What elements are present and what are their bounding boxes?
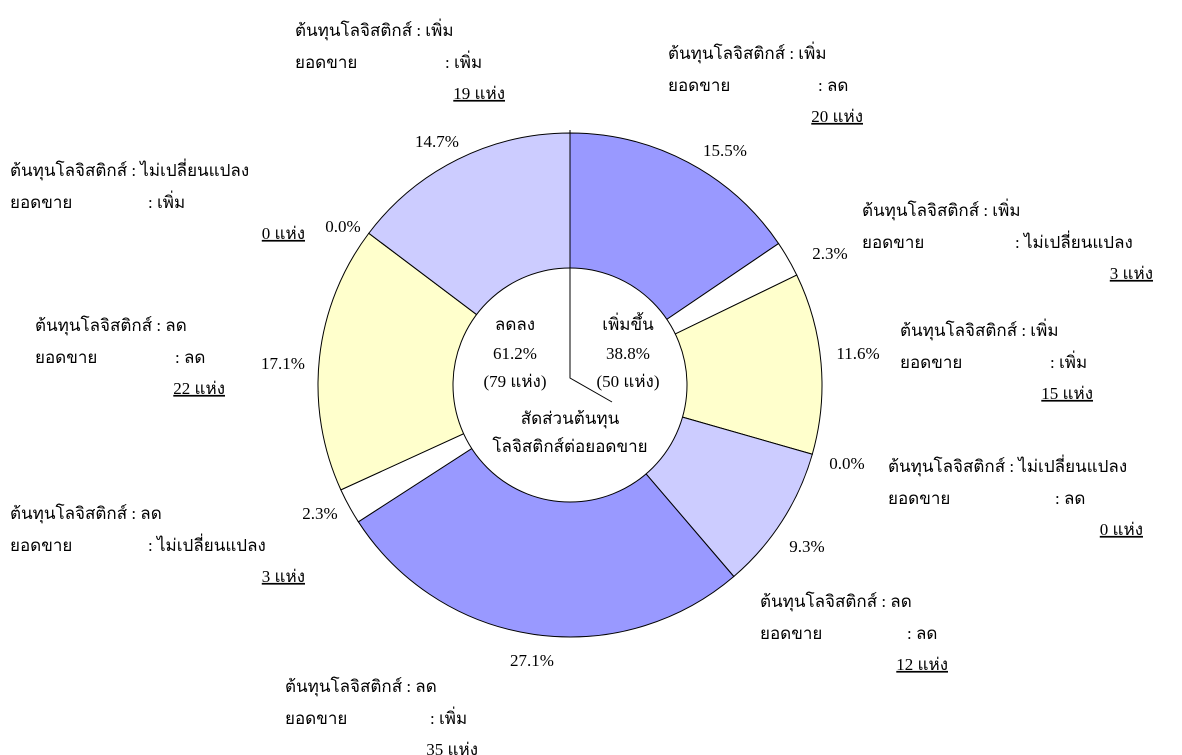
slice-label-cost: ต้นทุนโลจิสติกส์ : เพิ่ม bbox=[295, 18, 454, 41]
slice-label-sales-key: ยอดขาย bbox=[862, 233, 924, 252]
value-label: 11.6% bbox=[836, 344, 879, 363]
slice bbox=[568, 274, 823, 455]
center-label: เพิ่มขึ้น bbox=[602, 312, 654, 334]
slice-label-sales-key: ยอดขาย bbox=[35, 348, 97, 367]
value-label: 27.1% bbox=[510, 651, 554, 670]
slice-label-cost: ต้นทุนโลจิสติกส์ : เพิ่ม bbox=[668, 41, 827, 64]
slice-label-sales-key: ยอดขาย bbox=[10, 193, 72, 212]
value-label: 0.0% bbox=[325, 217, 360, 236]
slice-label-count: 19 แห่ง bbox=[453, 84, 505, 103]
slice-label-count: 15 แห่ง bbox=[1041, 384, 1093, 403]
slice-label-cost: ต้นทุนโลจิสติกส์ : เพิ่ม bbox=[862, 198, 1021, 221]
slice-label-sales-value: : ลด bbox=[175, 348, 205, 367]
divider-line bbox=[569, 130, 613, 403]
center-label: (79 แห่ง) bbox=[483, 372, 546, 391]
slice-label-cost: ต้นทุนโลจิสติกส์ : ไม่เปลี่ยนแปลง bbox=[10, 158, 249, 181]
center-caption: สัดส่วนต้นทุน bbox=[521, 409, 620, 429]
slice-label-cost: ต้นทุนโลจิสติกส์ : ไม่เปลี่ยนแปลง bbox=[888, 454, 1127, 477]
slice-label-sales-value: : ลด bbox=[1055, 489, 1085, 508]
center-label: 61.2% bbox=[493, 344, 537, 363]
value-label: 2.3% bbox=[302, 504, 337, 523]
slice-label-sales-value: : เพิ่ม bbox=[148, 190, 185, 212]
slice-label-count: 35 แห่ง bbox=[426, 740, 478, 755]
slice-label-sales-key: ยอดขาย bbox=[285, 709, 347, 728]
slice-label-sales-value: : เพิ่ม bbox=[430, 706, 467, 728]
slice-label-sales-value: : ลด bbox=[907, 624, 937, 643]
center-label: ลดลง bbox=[495, 315, 535, 334]
slice-label-sales-value: : ไม่เปลี่ยนแปลง bbox=[148, 533, 266, 555]
slice-label-sales-key: ยอดขาย bbox=[10, 536, 72, 555]
slice-label-count: 0 แห่ง bbox=[1100, 520, 1143, 539]
slice-label-sales-value: : เพิ่ม bbox=[1050, 350, 1087, 372]
slice-label-sales-key: ยอดขาย bbox=[295, 53, 357, 72]
slice-label-cost: ต้นทุนโลจิสติกส์ : ลด bbox=[10, 503, 162, 524]
center-caption: โลจิสติกส์ต่อยอดขาย bbox=[492, 436, 647, 456]
center-label: (50 แห่ง) bbox=[596, 372, 659, 391]
slice-label-sales-key: ยอดขาย bbox=[760, 624, 822, 643]
slice-label-cost: ต้นทุนโลจิสติกส์ : ลด bbox=[760, 591, 912, 612]
slice-label-sales-value: : ไม่เปลี่ยนแปลง bbox=[1015, 230, 1133, 252]
value-label: 15.5% bbox=[703, 141, 747, 160]
slice-label-count: 20 แห่ง bbox=[811, 107, 863, 126]
value-label: 2.3% bbox=[812, 244, 847, 263]
slice-label-count: 12 แห่ง bbox=[896, 655, 948, 674]
slice-label-sales-key: ยอดขาย bbox=[668, 76, 730, 95]
value-label: 14.7% bbox=[415, 132, 459, 151]
value-label: 0.0% bbox=[829, 454, 864, 473]
slice-label-sales-value: : เพิ่ม bbox=[445, 50, 482, 72]
slice-label-cost: ต้นทุนโลจิสติกส์ : เพิ่ม bbox=[900, 318, 1059, 341]
slice-label-cost: ต้นทุนโลจิสติกส์ : ลด bbox=[285, 676, 437, 697]
slice-label-count: 22 แห่ง bbox=[173, 379, 225, 398]
slice-label-sales-value: : ลด bbox=[818, 76, 848, 95]
slice-label-count: 0 แห่ง bbox=[262, 224, 305, 243]
slice-label-sales-key: ยอดขาย bbox=[888, 489, 950, 508]
slice-label-cost: ต้นทุนโลจิสติกส์ : ลด bbox=[35, 315, 187, 336]
center-label: 38.8% bbox=[606, 344, 650, 363]
slice-label-count: 3 แห่ง bbox=[262, 567, 305, 586]
value-label: 9.3% bbox=[789, 537, 824, 556]
slice bbox=[317, 232, 571, 491]
value-label: 17.1% bbox=[261, 354, 305, 373]
slice-label-sales-key: ยอดขาย bbox=[900, 353, 962, 372]
slice-label-count: 3 แห่ง bbox=[1110, 264, 1153, 283]
slice bbox=[357, 384, 735, 638]
